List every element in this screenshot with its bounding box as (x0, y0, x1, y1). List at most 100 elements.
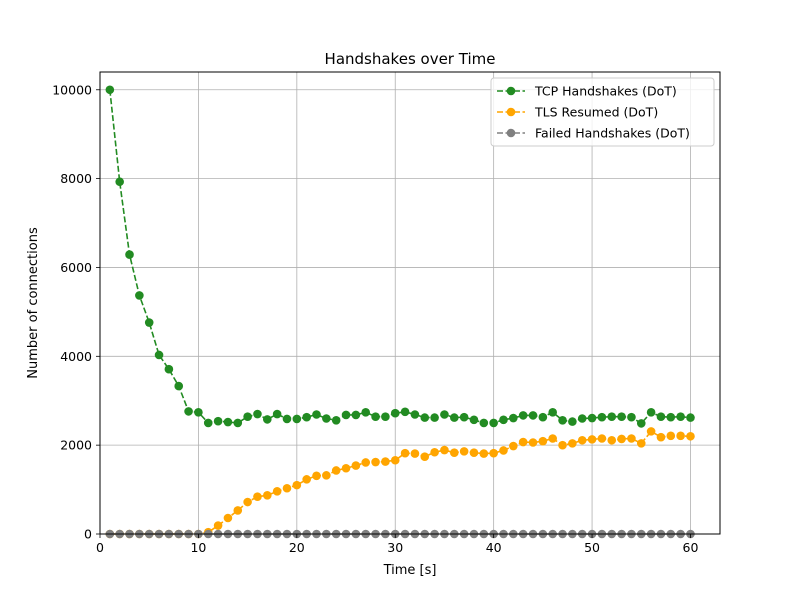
series-line (109, 89, 691, 425)
data-point (203, 418, 213, 428)
y-tick-label: 4000 (60, 349, 92, 364)
data-point (390, 455, 400, 465)
y-axis: 0 2000 4000 6000 8000 10000 (52, 82, 100, 542)
legend-box (490, 77, 715, 147)
data-point (597, 434, 607, 443)
data-point (568, 417, 577, 426)
x-tick-label: 30 (387, 540, 403, 555)
legend-marker (506, 107, 516, 117)
data-point (331, 466, 341, 475)
data-point (509, 441, 518, 451)
x-tick-label: 50 (584, 540, 600, 555)
data-point (459, 447, 469, 456)
data-point (292, 414, 302, 424)
data-point (489, 418, 498, 428)
legend: TCP Handshakes (DoT) TLS Resumed (DoT) Fai… (490, 77, 715, 147)
data-point (351, 461, 361, 470)
data-point (263, 415, 272, 424)
data-point (666, 412, 676, 422)
data-point (627, 434, 636, 443)
data-point (676, 412, 685, 422)
data-point (371, 457, 380, 467)
data-point (184, 407, 193, 416)
x-axis-label: Time [s] (383, 563, 437, 578)
data-point (666, 431, 676, 441)
series-1 (105, 85, 695, 428)
data-point (125, 250, 134, 259)
x-tick-label: 10 (190, 540, 206, 555)
data-point (568, 439, 577, 448)
data-point (420, 413, 430, 422)
x-tick-label: 0 (96, 540, 104, 555)
data-point (263, 491, 272, 500)
legend-item: TCP Handshakes (DoT) (497, 84, 677, 99)
data-point (627, 412, 636, 422)
data-point (558, 440, 567, 450)
data-point (587, 413, 597, 423)
data-point (528, 411, 538, 420)
data-point (636, 439, 646, 448)
legend-label: Failed Handshakes (DoT) (535, 126, 690, 141)
data-point (381, 457, 390, 466)
data-point (135, 291, 144, 300)
data-point (499, 415, 508, 425)
data-point (341, 463, 351, 473)
data-point (607, 412, 617, 422)
data-point (636, 419, 646, 428)
data-point (164, 364, 174, 374)
data-point (331, 415, 341, 425)
data-point (440, 410, 449, 419)
data-point (558, 415, 567, 425)
data-point (646, 427, 656, 436)
data-point (686, 413, 695, 422)
data-point (410, 449, 420, 458)
data-point (154, 350, 164, 360)
data-point (469, 415, 479, 425)
data-point (282, 414, 292, 424)
chart-title: Handshakes over Time (325, 50, 496, 68)
data-point (607, 435, 617, 445)
data-point (223, 417, 233, 427)
data-point (361, 458, 371, 467)
data-point (479, 418, 489, 428)
data-point (233, 418, 243, 428)
data-point (312, 471, 321, 481)
data-point (144, 318, 154, 327)
data-point (272, 487, 282, 496)
x-tick-label: 60 (683, 540, 699, 555)
data-point (312, 410, 321, 419)
data-point (253, 409, 262, 419)
data-point (322, 414, 331, 423)
data-point (371, 412, 380, 422)
data-point (469, 448, 479, 458)
data-point (528, 438, 538, 447)
data-point (213, 416, 223, 426)
data-point (272, 409, 282, 419)
data-point (597, 412, 607, 422)
data-point (302, 412, 311, 422)
y-axis-label: Number of connections (26, 227, 41, 379)
data-point (449, 448, 459, 458)
y-tick-label: 0 (84, 527, 92, 542)
data-point (489, 448, 498, 458)
data-point (538, 412, 548, 422)
data-point (174, 381, 184, 391)
data-point (686, 431, 695, 441)
data-point (676, 431, 685, 441)
data-point (243, 412, 252, 422)
data-point (223, 513, 233, 523)
data-point (341, 410, 351, 420)
data-point (351, 410, 361, 420)
data-point (243, 497, 252, 507)
data-point (302, 475, 311, 484)
data-point (440, 445, 449, 455)
y-tick-label: 10000 (52, 82, 92, 97)
data-point (430, 447, 439, 457)
data-point (282, 483, 292, 493)
data-point (577, 435, 587, 445)
data-point (361, 407, 371, 417)
data-point (390, 408, 400, 418)
legend-label: TLS Resumed (DoT) (534, 105, 658, 120)
data-point (400, 407, 410, 417)
